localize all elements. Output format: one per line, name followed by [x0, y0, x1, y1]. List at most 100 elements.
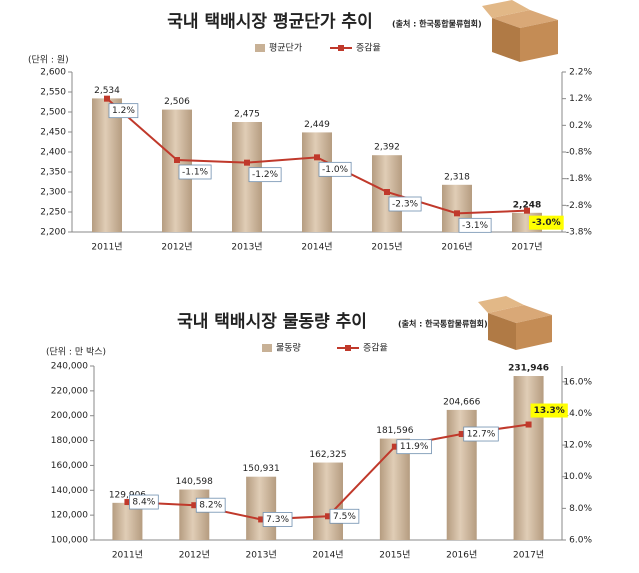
line-value-label: 1.2% [112, 106, 135, 116]
bar [179, 489, 210, 540]
line-value-label: 8.4% [132, 498, 155, 508]
y-tick-label: 2,600 [40, 68, 66, 78]
line-value-box: -3.0% [529, 215, 564, 230]
label-box [195, 497, 226, 513]
y-tick-label: 180,000 [51, 436, 88, 446]
legend-label: 물동량 [276, 342, 301, 354]
legend-label: 증감율 [356, 42, 381, 54]
line-value-label: -1.1% [182, 168, 209, 178]
legend-swatch [255, 44, 265, 52]
source: (출처 : 한국통합물류협회) [398, 319, 488, 329]
x-tick-label: 2015년 [371, 242, 402, 253]
bar-value-label: 2,248 [513, 200, 541, 210]
box-icon [478, 296, 552, 350]
x-tick-label: 2014년 [301, 242, 332, 253]
line-value-label: 7.5% [333, 512, 356, 522]
legend-label: 평균단가 [269, 43, 302, 54]
label-box [262, 512, 293, 527]
line-value-box: 7.3% [262, 512, 293, 527]
y2-tick-label: -3.8% [566, 228, 593, 238]
x-tick-label: 2015년 [379, 550, 410, 561]
line-value-label: -2.3% [392, 200, 419, 210]
label-box [329, 508, 360, 524]
line-value-label: 8.2% [199, 501, 222, 511]
line-marker [104, 95, 110, 102]
x-tick-label: 2014년 [312, 550, 343, 561]
line-marker [258, 516, 265, 523]
label-box [129, 494, 159, 510]
y-tick-label: 2,500 [40, 108, 66, 118]
y2-tick-label: 14.0% [563, 409, 592, 419]
bar-value-label: 2,449 [304, 120, 330, 130]
y2-tick-label: 6.0% [569, 536, 592, 546]
unit-label: (단위 : 원) [28, 55, 69, 66]
line-marker [454, 210, 460, 217]
line-value-label: 7.3% [266, 515, 289, 525]
bar-value-label: 162,325 [309, 450, 346, 460]
line-marker [524, 207, 530, 214]
line-value-box: -2.3% [388, 196, 422, 212]
line-value-box: -3.1% [458, 217, 492, 233]
unit-label: (단위 : 만 박스) [46, 347, 106, 358]
bar [302, 132, 332, 232]
bar-value-label: 129,906 [109, 490, 146, 500]
y-tick-label: 2,300 [40, 188, 66, 198]
bar [379, 438, 410, 540]
y2-tick-label: 10.0% [563, 472, 592, 482]
bar-value-label: 2,534 [94, 86, 120, 96]
line-value-box: 12.7% [463, 426, 499, 442]
y-tick-label: 200,000 [51, 411, 88, 421]
label-box [248, 167, 282, 183]
label-box [529, 215, 564, 230]
line-value-box: 13.3% [530, 403, 568, 418]
legend-swatch [262, 344, 272, 352]
line-value-label: 11.9% [400, 442, 429, 452]
x-tick-label: 2012년 [179, 550, 210, 561]
box-icon [482, 0, 558, 62]
line-value-box: -1.2% [248, 167, 282, 183]
y-tick-label: 220,000 [51, 386, 88, 396]
line-marker [525, 421, 532, 428]
x-tick-label: 2011년 [91, 242, 122, 253]
y-tick-label: 100,000 [51, 536, 88, 546]
y2-tick-label: -2.8% [566, 201, 593, 211]
x-tick-label: 2017년 [511, 242, 542, 253]
line-value-box: -1.0% [318, 161, 352, 177]
bar [92, 98, 122, 233]
bar-value-label: 2,475 [234, 110, 260, 120]
line-marker [314, 154, 320, 161]
legend-swatch [345, 345, 351, 351]
label-box [178, 164, 212, 180]
y-tick-label: 140,000 [51, 486, 88, 496]
line-value-box: 8.2% [195, 497, 226, 513]
bar-value-label: 2,392 [374, 143, 400, 153]
line-value-box: 7.5% [329, 508, 360, 524]
bar-value-label: 204,666 [443, 397, 480, 407]
line-value-box: 11.9% [396, 439, 432, 455]
line-value-label: 13.3% [534, 406, 565, 416]
chart-title: 국내 택배시장 물동량 추이 [177, 312, 367, 332]
bar-value-label: 2,506 [164, 97, 190, 107]
line-value-label: -3.1% [462, 221, 489, 231]
x-tick-label: 2012년 [161, 242, 192, 253]
bar-value-label: 181,596 [376, 426, 413, 436]
line-marker [191, 502, 198, 509]
bar-value-label: 140,598 [176, 477, 213, 487]
x-tick-label: 2016년 [446, 550, 477, 561]
x-tick-label: 2016년 [441, 242, 472, 253]
y2-tick-label: 16.0% [563, 377, 592, 387]
y-tick-label: 2,400 [40, 148, 66, 158]
line-marker [244, 159, 250, 166]
line-marker [458, 431, 465, 438]
label-box [388, 196, 422, 212]
line-marker [391, 443, 398, 450]
line-value-box: 8.4% [129, 494, 159, 510]
line-marker [384, 189, 390, 195]
y-tick-label: 2,200 [40, 228, 66, 238]
label-box [318, 161, 352, 177]
source: (출처 : 한국통합물류협회) [392, 19, 482, 29]
label-box [396, 439, 432, 455]
line-value-label: 12.7% [467, 430, 496, 440]
x-tick-label: 2013년 [246, 550, 277, 561]
